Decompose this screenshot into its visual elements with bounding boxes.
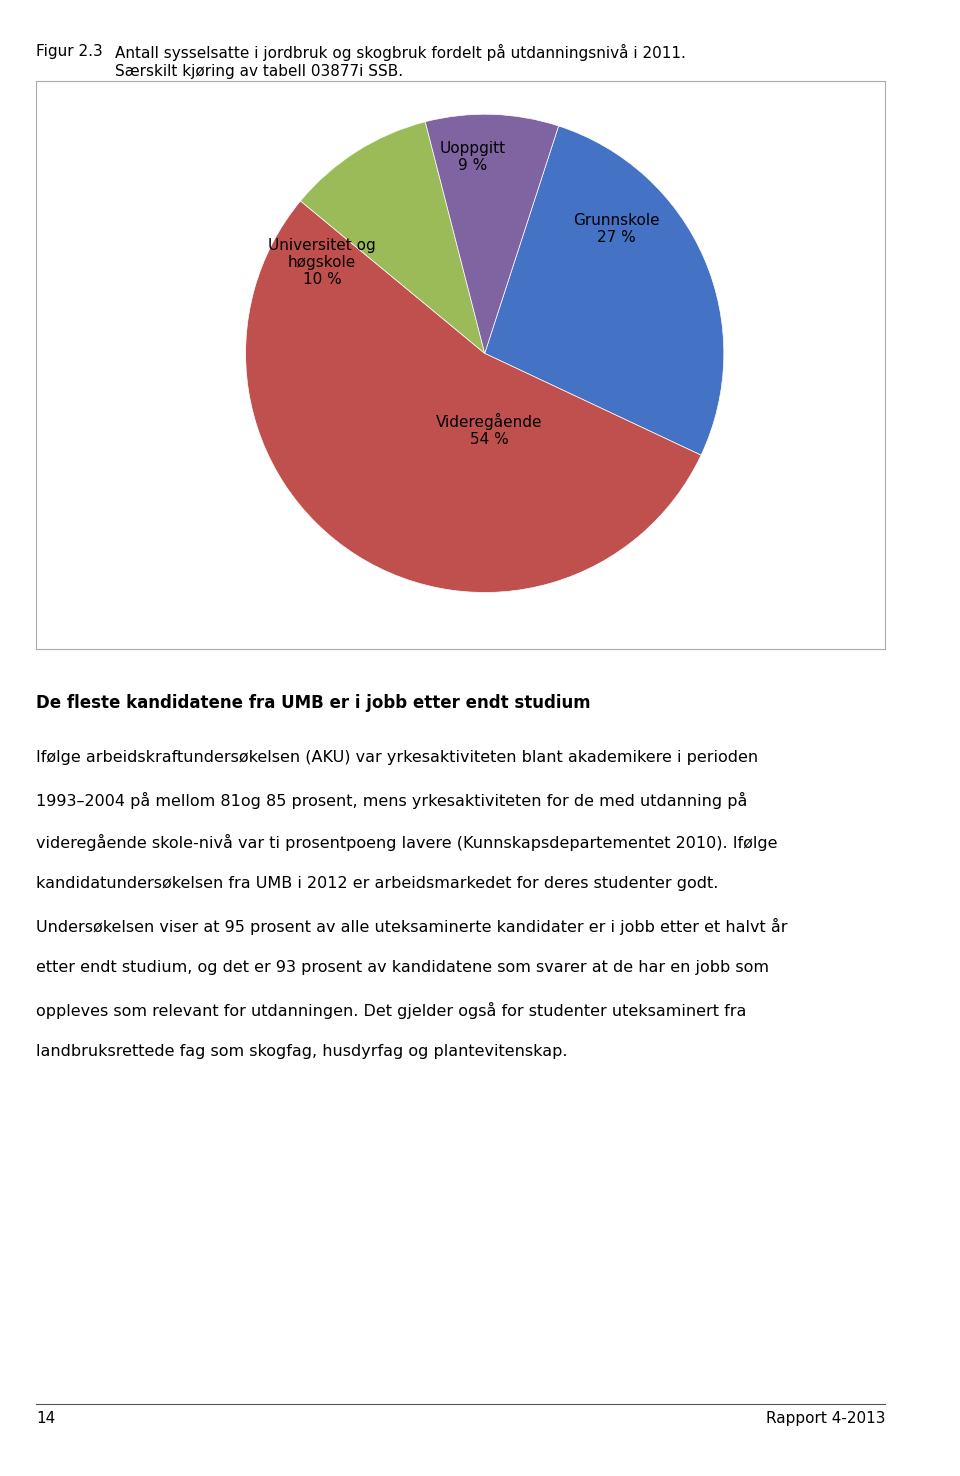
- Wedge shape: [485, 125, 724, 455]
- Text: 14: 14: [36, 1411, 56, 1426]
- Text: Rapport 4-2013: Rapport 4-2013: [766, 1411, 885, 1426]
- Text: kandidatundersøkelsen fra UMB i 2012 er arbeidsmarkedet for deres studenter godt: kandidatundersøkelsen fra UMB i 2012 er …: [36, 875, 719, 892]
- Text: Uoppgitt
9 %: Uoppgitt 9 %: [440, 142, 506, 174]
- Text: Videregående
54 %: Videregående 54 %: [436, 413, 542, 447]
- Text: Grunnskole
27 %: Grunnskole 27 %: [573, 213, 660, 245]
- Text: etter endt studium, og det er 93 prosent av kandidatene som svarer at de har en : etter endt studium, og det er 93 prosent…: [36, 959, 770, 976]
- Text: videregående skole-nivå var ti prosentpoeng lavere (Kunnskapsdepartementet 2010): videregående skole-nivå var ti prosentpo…: [36, 834, 778, 852]
- Text: Særskilt kjøring av tabell 03877i SSB.: Særskilt kjøring av tabell 03877i SSB.: [115, 63, 403, 80]
- Text: De fleste kandidatene fra UMB er i jobb etter endt studium: De fleste kandidatene fra UMB er i jobb …: [36, 694, 591, 711]
- Wedge shape: [246, 201, 701, 592]
- Text: Universitet og
høgskole
10 %: Universitet og høgskole 10 %: [268, 238, 376, 288]
- Text: landbruksrettede fag som skogfag, husdyrfag og plantevitenskap.: landbruksrettede fag som skogfag, husdyr…: [36, 1045, 568, 1060]
- Wedge shape: [425, 114, 559, 353]
- Wedge shape: [300, 121, 485, 353]
- Text: 1993–2004 på mellom 81og 85 prosent, mens yrkesaktiviteten for de med utdanning : 1993–2004 på mellom 81og 85 prosent, men…: [36, 791, 748, 809]
- Text: oppleves som relevant for utdanningen. Det gjelder også for studenter uteksamine: oppleves som relevant for utdanningen. D…: [36, 1002, 747, 1020]
- Text: Figur 2.3: Figur 2.3: [36, 44, 104, 59]
- Text: Ifølge arbeidskraftundersøkelsen (AKU) var yrkesaktiviteten blant akademikere i : Ifølge arbeidskraftundersøkelsen (AKU) v…: [36, 750, 758, 765]
- Text: Undersøkelsen viser at 95 prosent av alle uteksaminerte kandidater er i jobb ett: Undersøkelsen viser at 95 prosent av all…: [36, 918, 788, 936]
- Text: Antall sysselsatte i jordbruk og skogbruk fordelt på utdanningsnivå i 2011.: Antall sysselsatte i jordbruk og skogbru…: [115, 44, 686, 62]
